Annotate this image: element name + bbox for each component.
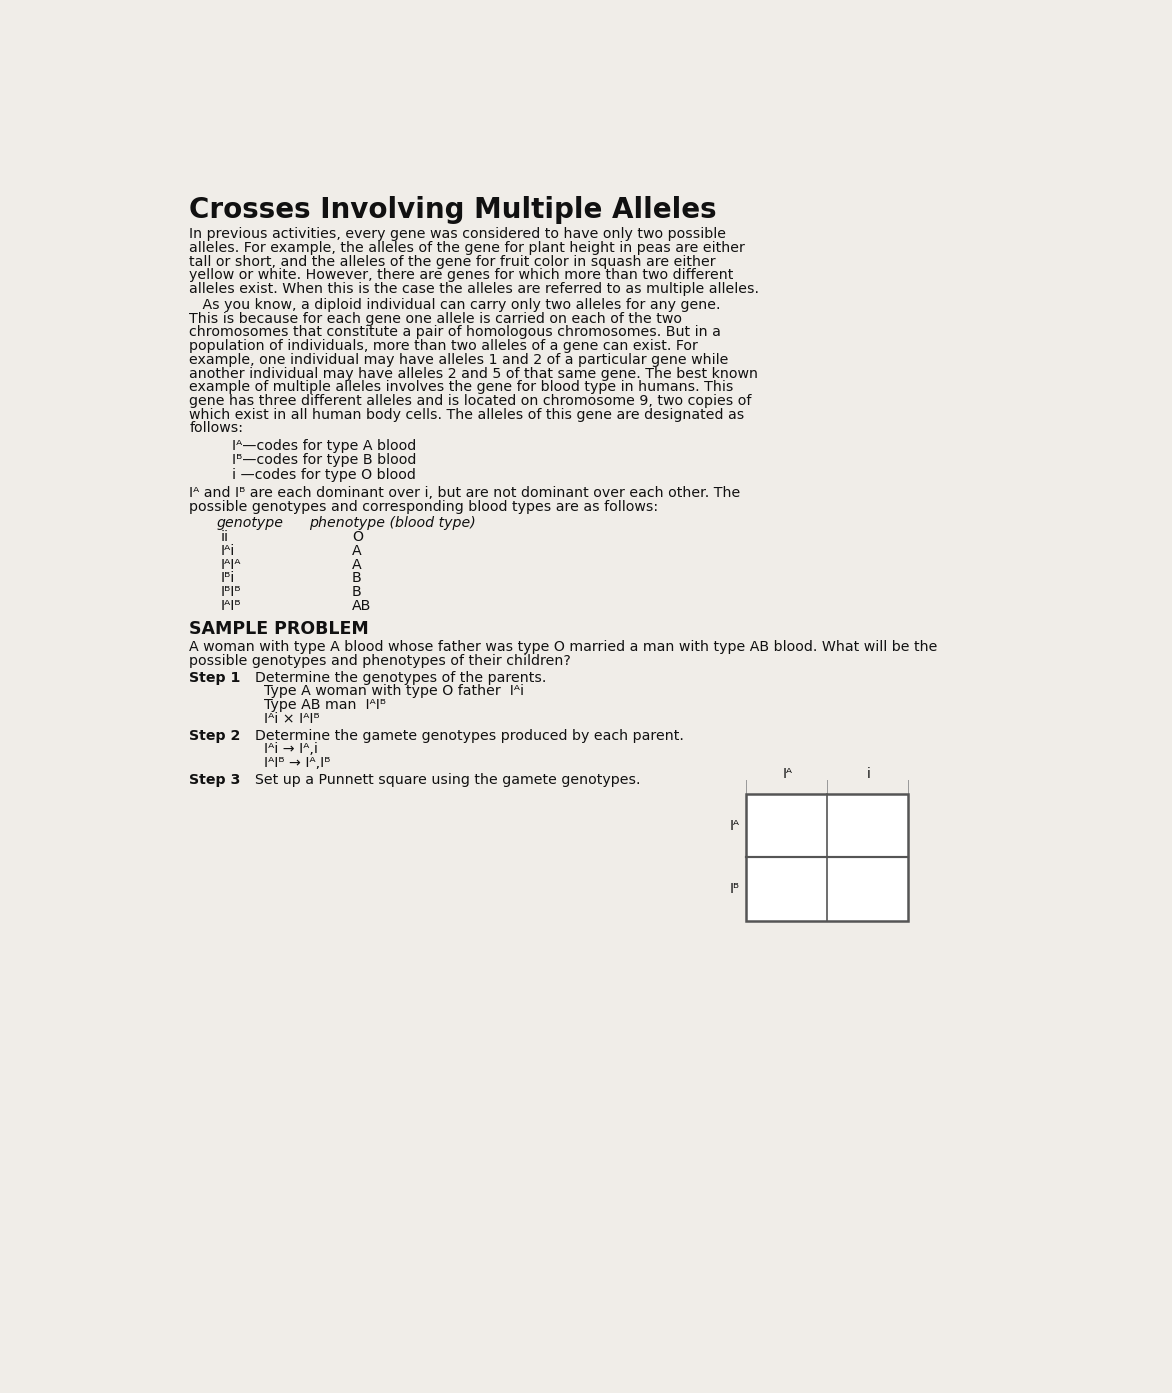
Text: Iᴬi × IᴬIᴮ: Iᴬi × IᴬIᴮ — [265, 712, 320, 726]
Text: Step 1: Step 1 — [189, 670, 240, 684]
Text: gene has three different alleles and is located on chromosome 9, two copies of: gene has three different alleles and is … — [189, 394, 751, 408]
Text: possible genotypes and corresponding blood types are as follows:: possible genotypes and corresponding blo… — [189, 500, 659, 514]
Text: Determine the gamete genotypes produced by each parent.: Determine the gamete genotypes produced … — [255, 729, 684, 742]
Text: This is because for each gene one allele is carried on each of the two: This is because for each gene one allele… — [189, 312, 682, 326]
Text: population of individuals, more than two alleles of a gene can exist. For: population of individuals, more than two… — [189, 338, 699, 354]
Text: Step 2: Step 2 — [189, 729, 240, 742]
Text: possible genotypes and phenotypes of their children?: possible genotypes and phenotypes of the… — [189, 653, 571, 667]
Text: Iᴬi: Iᴬi — [220, 543, 234, 559]
Text: Determine the genotypes of the parents.: Determine the genotypes of the parents. — [255, 670, 546, 684]
Text: IᴬIᴬ: IᴬIᴬ — [220, 557, 240, 571]
Text: example of multiple alleles involves the gene for blood type in humans. This: example of multiple alleles involves the… — [189, 380, 734, 394]
Text: Set up a Punnett square using the gamete genotypes.: Set up a Punnett square using the gamete… — [255, 773, 641, 787]
Text: Iᴮ—codes for type B blood: Iᴮ—codes for type B blood — [232, 453, 416, 468]
Text: AB: AB — [352, 599, 372, 613]
Text: alleles. For example, the alleles of the gene for plant height in peas are eithe: alleles. For example, the alleles of the… — [189, 241, 745, 255]
Text: another individual may have alleles 2 and 5 of that same gene. The best known: another individual may have alleles 2 an… — [189, 366, 758, 380]
Text: Iᴬ—codes for type A blood: Iᴬ—codes for type A blood — [232, 439, 416, 453]
Text: A: A — [352, 543, 361, 559]
Text: ii: ii — [220, 531, 229, 545]
Text: IᴬIᴮ: IᴬIᴮ — [220, 599, 240, 613]
Text: Iᴮi: Iᴮi — [220, 571, 234, 585]
Text: IᴬIᴮ → Iᴬ,Iᴮ: IᴬIᴮ → Iᴬ,Iᴮ — [265, 756, 331, 770]
Text: i: i — [867, 766, 871, 780]
Text: Iᴬ and Iᴮ are each dominant over i, but are not dominant over each other. The: Iᴬ and Iᴮ are each dominant over i, but … — [189, 486, 741, 500]
Text: IᴮIᴮ: IᴮIᴮ — [220, 585, 240, 599]
Text: A woman with type A blood whose father was type O married a man with type AB blo: A woman with type A blood whose father w… — [189, 641, 938, 655]
Text: Iᴬi → Iᴬ,i: Iᴬi → Iᴬ,i — [265, 742, 318, 756]
Text: Step 3: Step 3 — [189, 773, 240, 787]
Text: Iᴮ: Iᴮ — [729, 882, 740, 896]
Text: phenotype (blood type): phenotype (blood type) — [309, 517, 476, 531]
Text: As you know, a diploid individual can carry only two alleles for any gene.: As you know, a diploid individual can ca… — [189, 298, 721, 312]
Text: SAMPLE PROBLEM: SAMPLE PROBLEM — [189, 620, 369, 638]
Text: Iᴬ: Iᴬ — [729, 819, 740, 833]
Text: alleles exist. When this is the case the alleles are referred to as multiple all: alleles exist. When this is the case the… — [189, 281, 759, 297]
Text: Type A woman with type O father  Iᴬi: Type A woman with type O father Iᴬi — [265, 684, 524, 698]
Text: B: B — [352, 585, 362, 599]
Text: example, one individual may have alleles 1 and 2 of a particular gene while: example, one individual may have alleles… — [189, 352, 729, 366]
Text: genotype: genotype — [217, 517, 284, 531]
Text: which exist in all human body cells. The alleles of this gene are designated as: which exist in all human body cells. The… — [189, 408, 744, 422]
Text: yellow or white. However, there are genes for which more than two different: yellow or white. However, there are gene… — [189, 269, 734, 283]
Text: In previous activities, every gene was considered to have only two possible: In previous activities, every gene was c… — [189, 227, 727, 241]
Text: i —codes for type O blood: i —codes for type O blood — [232, 468, 416, 482]
Text: O: O — [352, 531, 363, 545]
Text: follows:: follows: — [189, 422, 243, 436]
Bar — [745, 794, 908, 921]
Text: A: A — [352, 557, 361, 571]
Text: tall or short, and the alleles of the gene for fruit color in squash are either: tall or short, and the alleles of the ge… — [189, 255, 716, 269]
Text: Crosses Involving Multiple Alleles: Crosses Involving Multiple Alleles — [189, 196, 717, 224]
Text: Type AB man  IᴬIᴮ: Type AB man IᴬIᴮ — [265, 698, 387, 712]
Text: B: B — [352, 571, 362, 585]
Text: Iᴬ: Iᴬ — [783, 766, 792, 780]
Text: chromosomes that constitute a pair of homologous chromosomes. But in a: chromosomes that constitute a pair of ho… — [189, 326, 721, 340]
